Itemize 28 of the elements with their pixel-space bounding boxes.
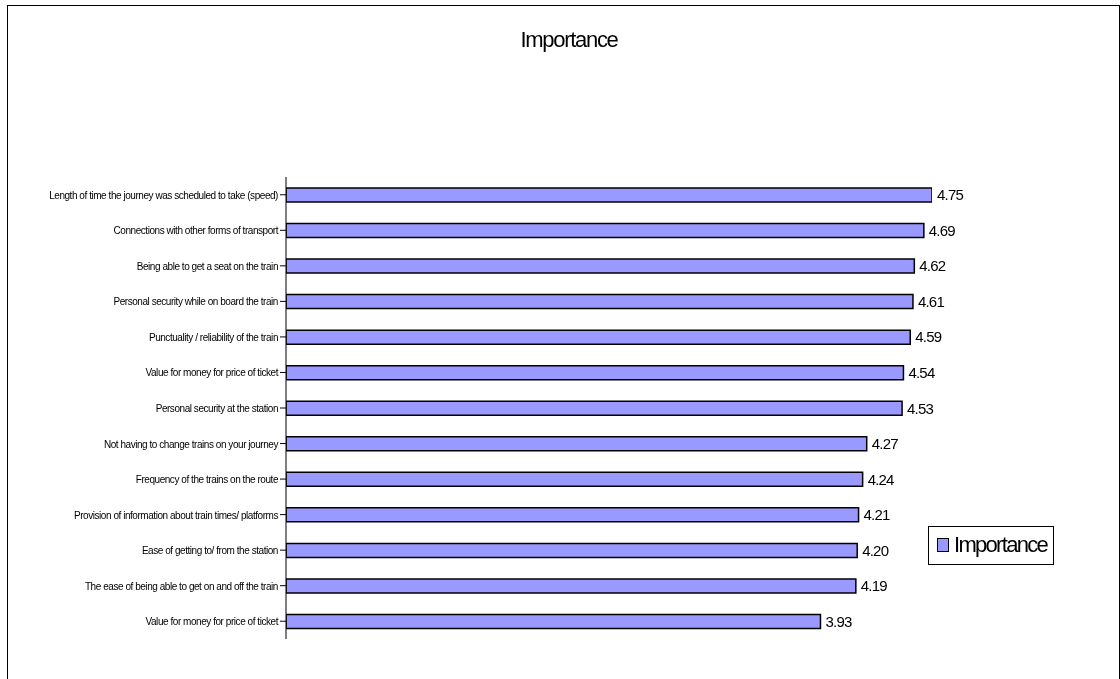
data-label: 3.93 [825,612,852,630]
data-label: 4.54 [908,364,935,382]
y-tick-label: Connections with other forms of transport [113,225,279,237]
y-tick-label: The ease of being able to get on and off the train [84,580,278,592]
y-tick-label: Value for money for price of ticket [145,616,279,628]
data-label: 4.69 [928,221,956,239]
data-label: 4.27 [871,435,899,453]
data-label: 4.59 [915,328,942,346]
data-label: 4.20 [862,541,889,559]
data-label: 4.24 [867,470,895,488]
data-label: 4.62 [919,257,946,275]
data-label: 4.19 [860,577,888,595]
y-tick-label: Value for money for price of ticket [145,367,279,379]
y-tick-label: Not having to change trains on your journey [103,438,279,450]
data-label: 4.61 [917,292,945,310]
y-tick-label: Being able to get a seat on the train [136,260,278,272]
y-tick-label: Length of time the journey was scheduled to take (speed) [49,189,279,201]
legend-label: Importance [954,532,1048,557]
data-label: 4.75 [937,186,964,204]
y-tick-label: Provision of information about train times/ platforms [73,509,279,521]
data-label: 4.53 [907,399,934,417]
y-tick-label: Personal security while on board the train [113,296,278,308]
y-tick-label: Ease of getting to/ from the station [141,545,278,557]
y-tick-label: Frequency of the trains on the route [135,474,279,486]
chart-title: Importance [519,27,619,53]
y-tick-label: Punctuality / reliability of the train [148,331,278,343]
data-label: 4.21 [863,506,891,524]
y-tick-label: Personal security at the station [155,403,278,414]
